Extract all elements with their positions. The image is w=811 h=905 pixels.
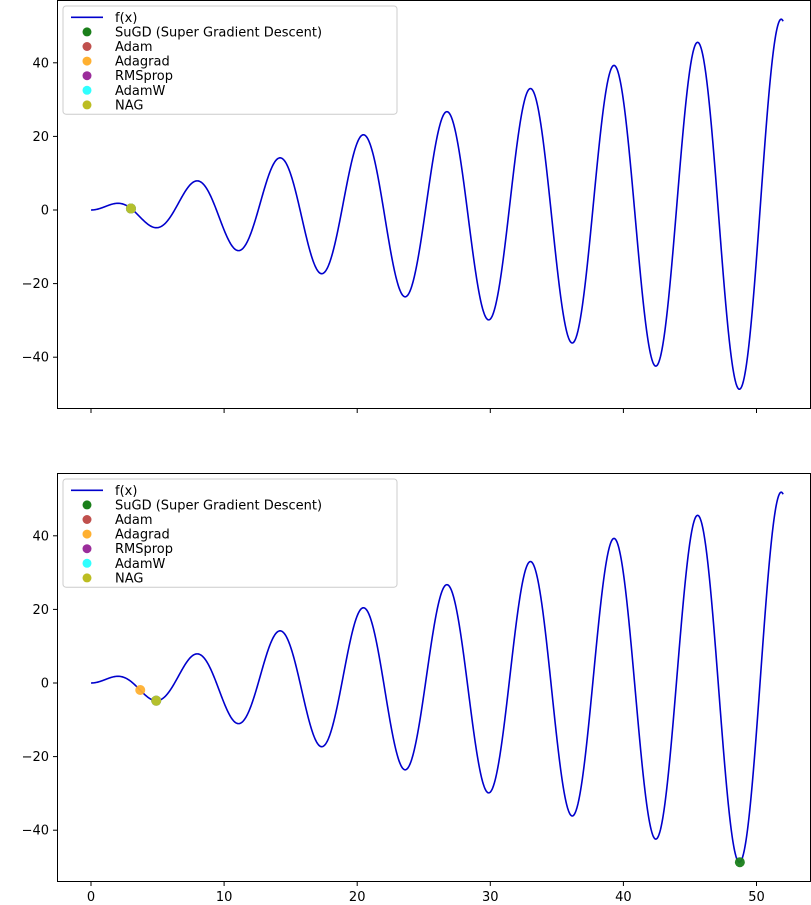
y-tick-label: 40 [32,56,49,71]
legend-marker [82,515,92,524]
legend-marker [82,56,92,66]
y-tick-label: −40 [22,351,49,366]
legend-label: Adagrad [115,528,170,543]
x-tick-label: 30 [482,890,499,905]
legend-marker [82,500,92,510]
optimizer-point-adagrad [135,684,146,695]
legend-marker [82,573,92,583]
y-tick-label: 40 [32,529,49,544]
y-tick-label: 0 [41,677,49,692]
y-tick-label: 20 [32,130,49,145]
legend-label: NAG [115,571,143,586]
optimizer-point-nag [125,203,136,214]
y-tick-label: −20 [22,750,49,765]
legend-marker [82,85,92,95]
legend-marker [82,544,92,554]
legend-label: f(x) [115,484,137,499]
legend-label: NAG [115,98,143,113]
legend-label: AdamW [115,557,166,572]
legend-marker [82,529,92,539]
legend [62,478,398,588]
legend-label: f(x) [115,11,137,26]
f-curve [90,491,784,864]
x-tick-label: 20 [349,890,366,905]
legend-label: Adam [115,40,153,55]
x-tick-label: 50 [748,890,765,905]
legend-marker [82,100,92,110]
x-tick-label: 10 [216,890,233,905]
legend-label: SuGD (Super Gradient Descent) [115,498,322,513]
x-tick-label: 40 [615,890,632,905]
legend-label: AdamW [115,84,166,99]
optimizer-point-sugd [734,857,745,868]
legend-marker [82,558,92,568]
y-tick-label: 0 [41,204,49,219]
f-curve [90,18,784,391]
optimizer-point-nag [151,695,162,706]
legend-marker [82,42,92,51]
legend-label: Adagrad [115,55,170,70]
legend-marker [82,71,92,81]
legend-label: RMSprop [115,542,173,557]
chart-bottom: −40 −20 0 20 40 0 10 20 30 40 50 f(x)SuGD (Super Gr… [22,473,811,905]
legend [62,5,398,115]
chart-top: −40 −20 0 20 40 f(x)SuGD (Super Gradient Desc… [22,0,811,413]
y-tick-label: 20 [32,603,49,618]
y-tick-label: −40 [22,824,49,839]
legend-label: RMSprop [115,69,173,84]
legend-marker [82,27,92,37]
y-tick-label: −20 [22,277,49,292]
legend-label: SuGD (Super Gradient Descent) [115,25,322,40]
legend-label: Adam [115,513,153,528]
x-tick-label: 0 [87,890,95,905]
